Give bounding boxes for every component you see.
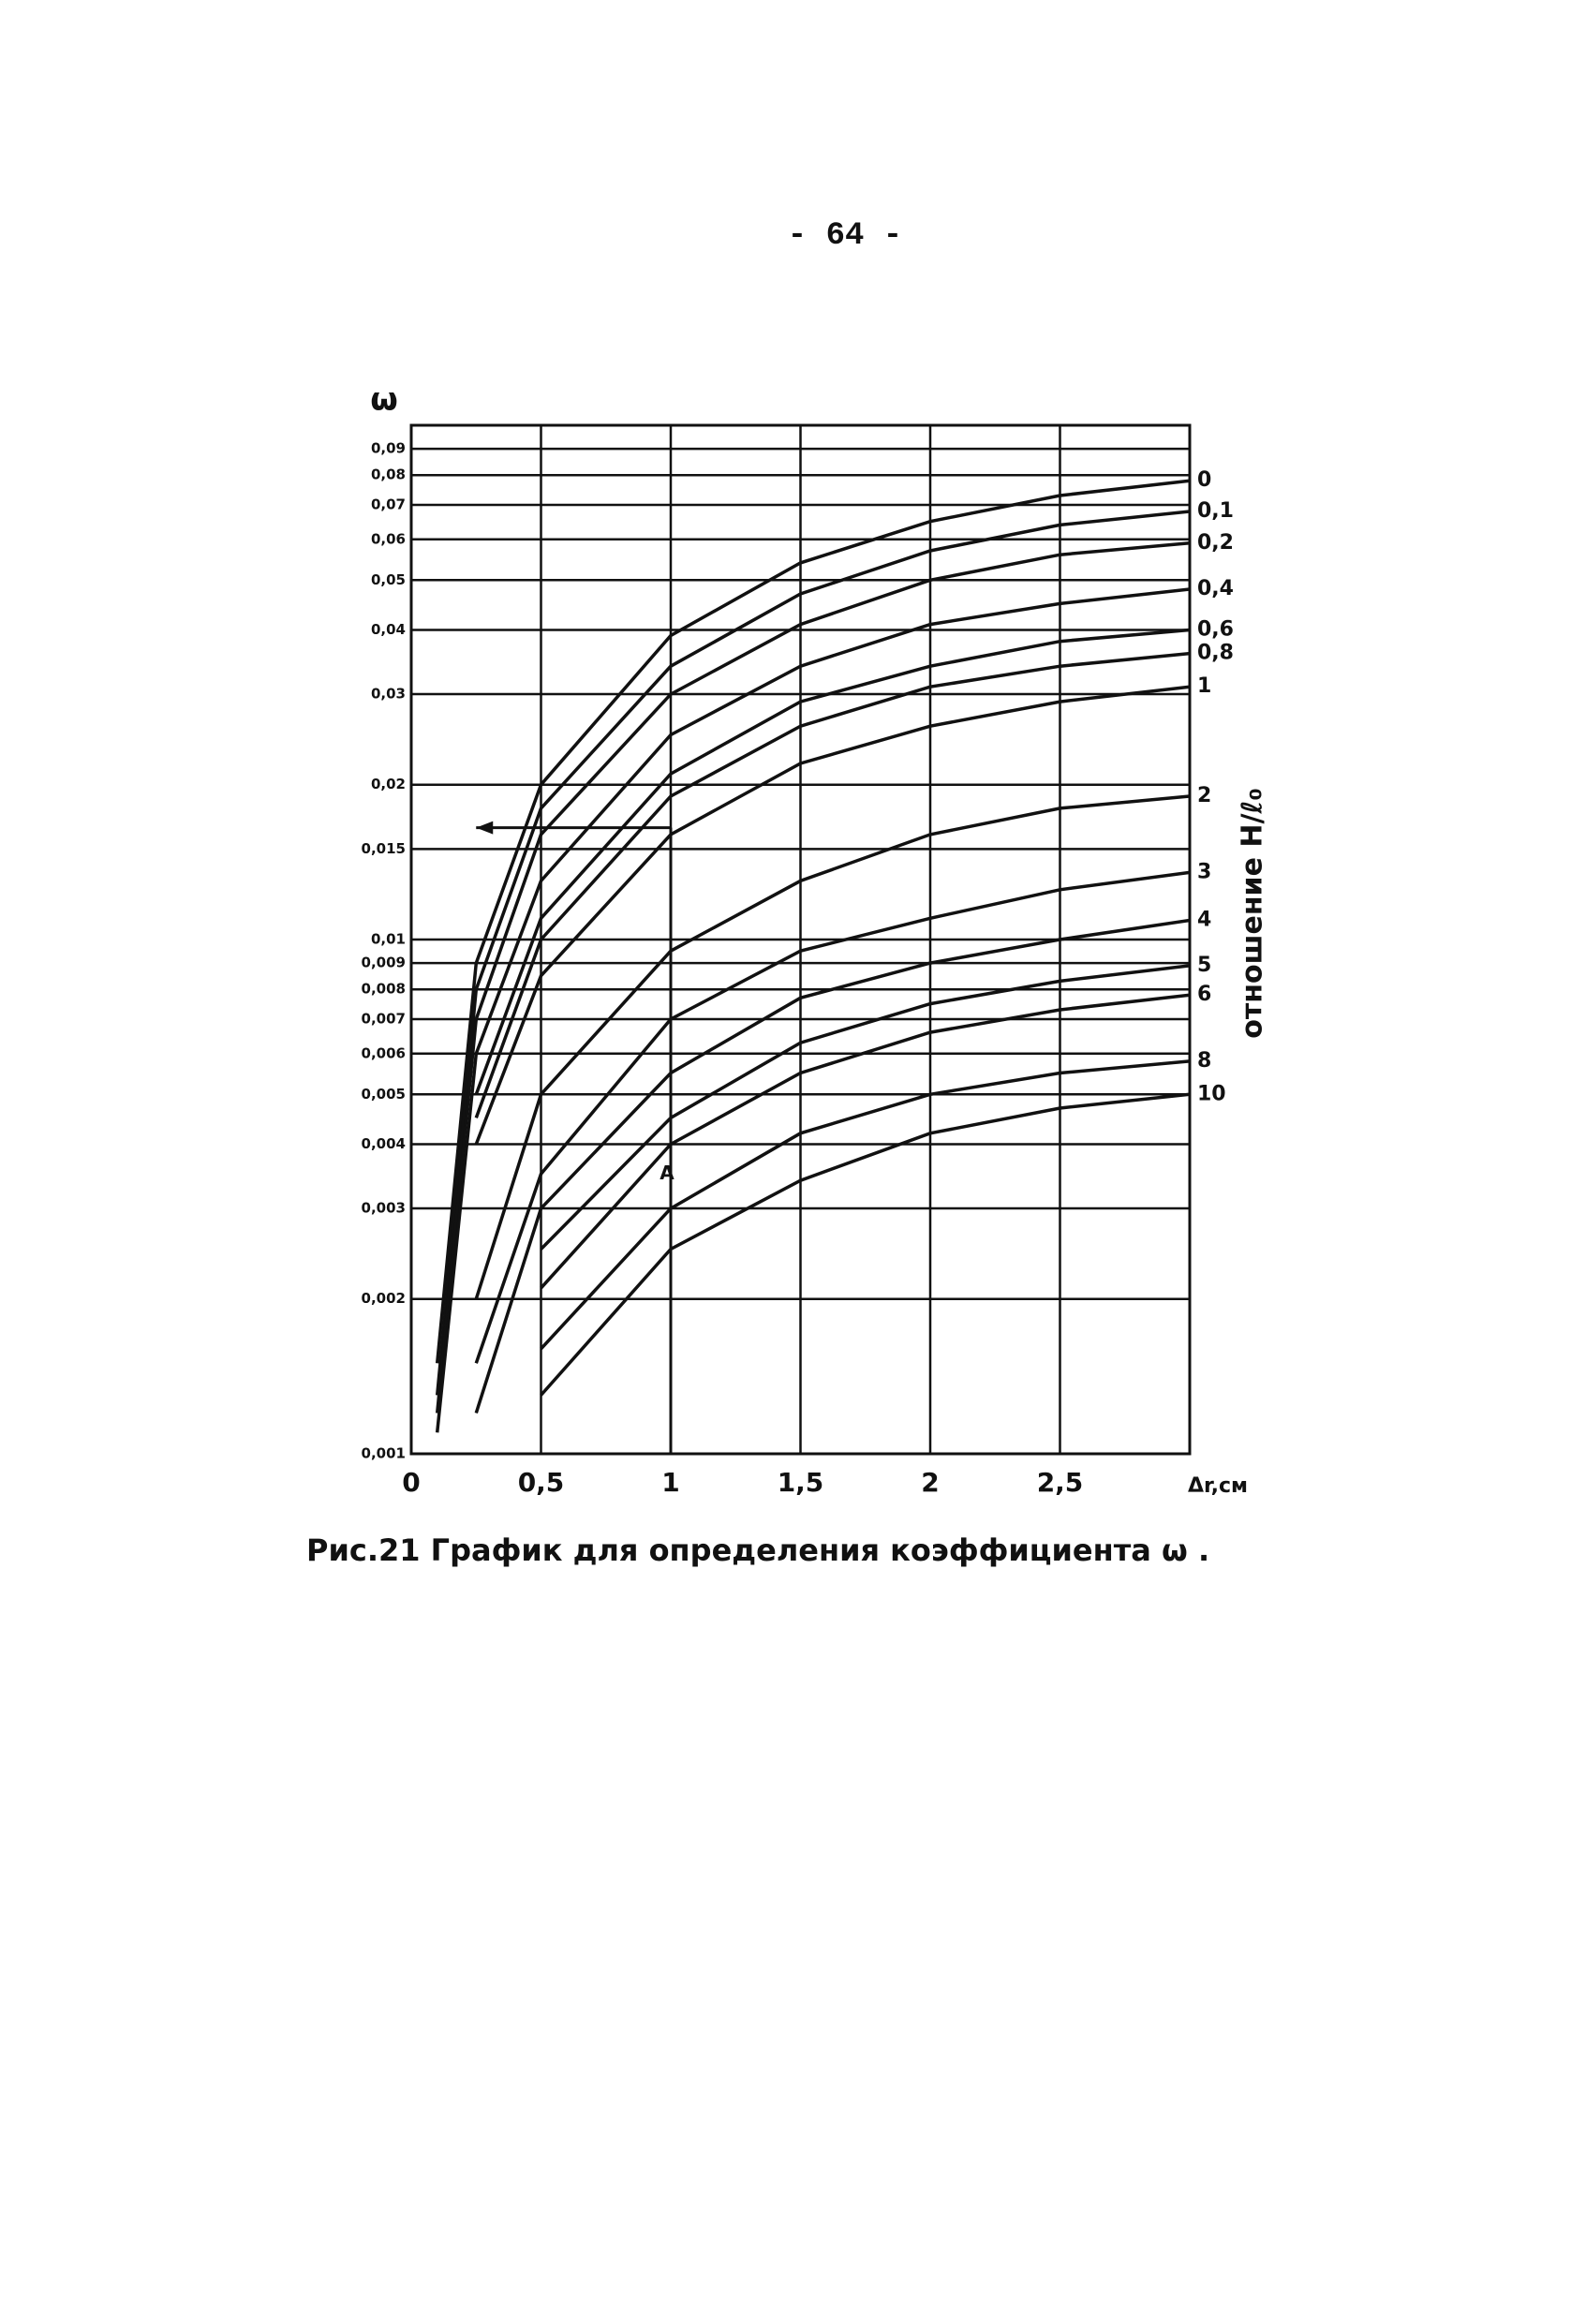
y-tick-label: 0,015	[362, 840, 406, 857]
y-tick-label: 0,007	[362, 1011, 406, 1028]
curve	[540, 964, 1190, 1251]
y-tick-label: 0,08	[371, 466, 406, 483]
series-label: 10	[1197, 1082, 1226, 1105]
caption: Рис.21 График для определения коэффициен…	[306, 1532, 1209, 1568]
x-tick-label: 2,5	[1037, 1467, 1084, 1498]
curve	[435, 541, 1190, 1414]
curve	[474, 918, 1190, 1414]
series-label: 4	[1197, 908, 1211, 931]
y-tick-label: 0,003	[362, 1200, 406, 1217]
y-tick-label: 0,04	[371, 621, 406, 638]
example-label: A	[660, 1162, 674, 1184]
y-tick-label: 0,006	[362, 1044, 406, 1061]
y-tick-label: 0,002	[362, 1290, 406, 1307]
x-tick-label: 1,5	[778, 1467, 824, 1498]
curve	[435, 510, 1190, 1396]
y-tick-label: 0,07	[371, 496, 406, 513]
series-label: 0,1	[1197, 499, 1234, 523]
series-label: 0,6	[1197, 617, 1234, 641]
legend-title: отношение H/ℓ₀	[1237, 788, 1269, 1038]
y-tick-label: 0,06	[371, 530, 406, 547]
curve	[540, 1059, 1190, 1351]
y-tick-label: 0,01	[371, 931, 406, 948]
series-label: 0	[1197, 468, 1211, 492]
x-axis-label: Δr,см	[1188, 1474, 1248, 1498]
curve	[435, 587, 1190, 1433]
y-tick-label: 0,005	[362, 1086, 406, 1103]
curve	[474, 794, 1190, 1300]
y-axis-label: ω	[370, 381, 398, 419]
curve	[474, 628, 1190, 1095]
curve	[540, 1092, 1190, 1397]
curve	[474, 685, 1190, 1146]
series-label: 3	[1197, 860, 1211, 883]
y-tick-label: 0,009	[362, 955, 406, 971]
y-tick-label: 0,008	[362, 981, 406, 998]
x-tick-label: 0,5	[518, 1467, 565, 1498]
series-label: 0,8	[1197, 642, 1234, 665]
y-tick-label: 0,004	[362, 1135, 406, 1152]
x-tick-label: 0	[402, 1467, 420, 1498]
x-tick-label: 1	[661, 1467, 679, 1498]
y-tick-label: 0,03	[371, 686, 406, 703]
x-tick-label: 2	[921, 1467, 939, 1498]
y-tick-label: 0,05	[371, 571, 406, 588]
series-label: 2	[1197, 784, 1211, 807]
series-label: 0,2	[1197, 531, 1234, 555]
series-label: 0,4	[1197, 577, 1234, 600]
curve	[435, 479, 1190, 1364]
series-label: 5	[1197, 954, 1211, 977]
curve	[540, 993, 1190, 1290]
y-tick-label: 0,001	[362, 1445, 406, 1462]
page-number: - 64 -	[788, 218, 902, 254]
y-tick-label: 0,02	[371, 776, 406, 792]
arrowhead	[476, 821, 494, 835]
curve	[474, 870, 1190, 1364]
y-tick-label: 0,09	[371, 440, 406, 457]
curve	[474, 651, 1190, 1118]
series-label: 1	[1197, 674, 1211, 698]
series-label: 6	[1197, 983, 1211, 1006]
series-label: 8	[1197, 1049, 1211, 1073]
